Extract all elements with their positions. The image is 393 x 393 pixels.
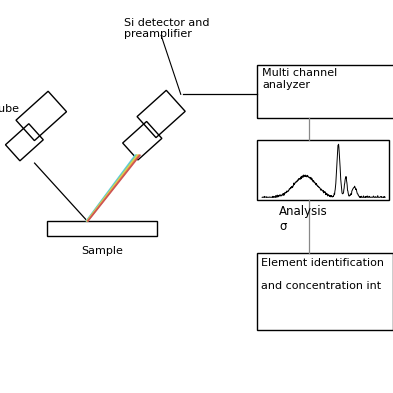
Bar [47,221,157,236]
Text: Si detector and
preamplifier: Si detector and preamplifier [124,18,209,39]
Text: Sample: Sample [81,246,123,255]
Bar [257,140,389,200]
Text: Element identification

and concentration int: Element identification and concentration… [261,258,384,291]
Text: Multi channel
analyzer: Multi channel analyzer [262,68,337,90]
Text: Analysis
σ: Analysis σ [279,205,328,233]
Text: ube: ube [0,104,19,114]
Bar [257,253,393,330]
Bar [257,65,393,118]
